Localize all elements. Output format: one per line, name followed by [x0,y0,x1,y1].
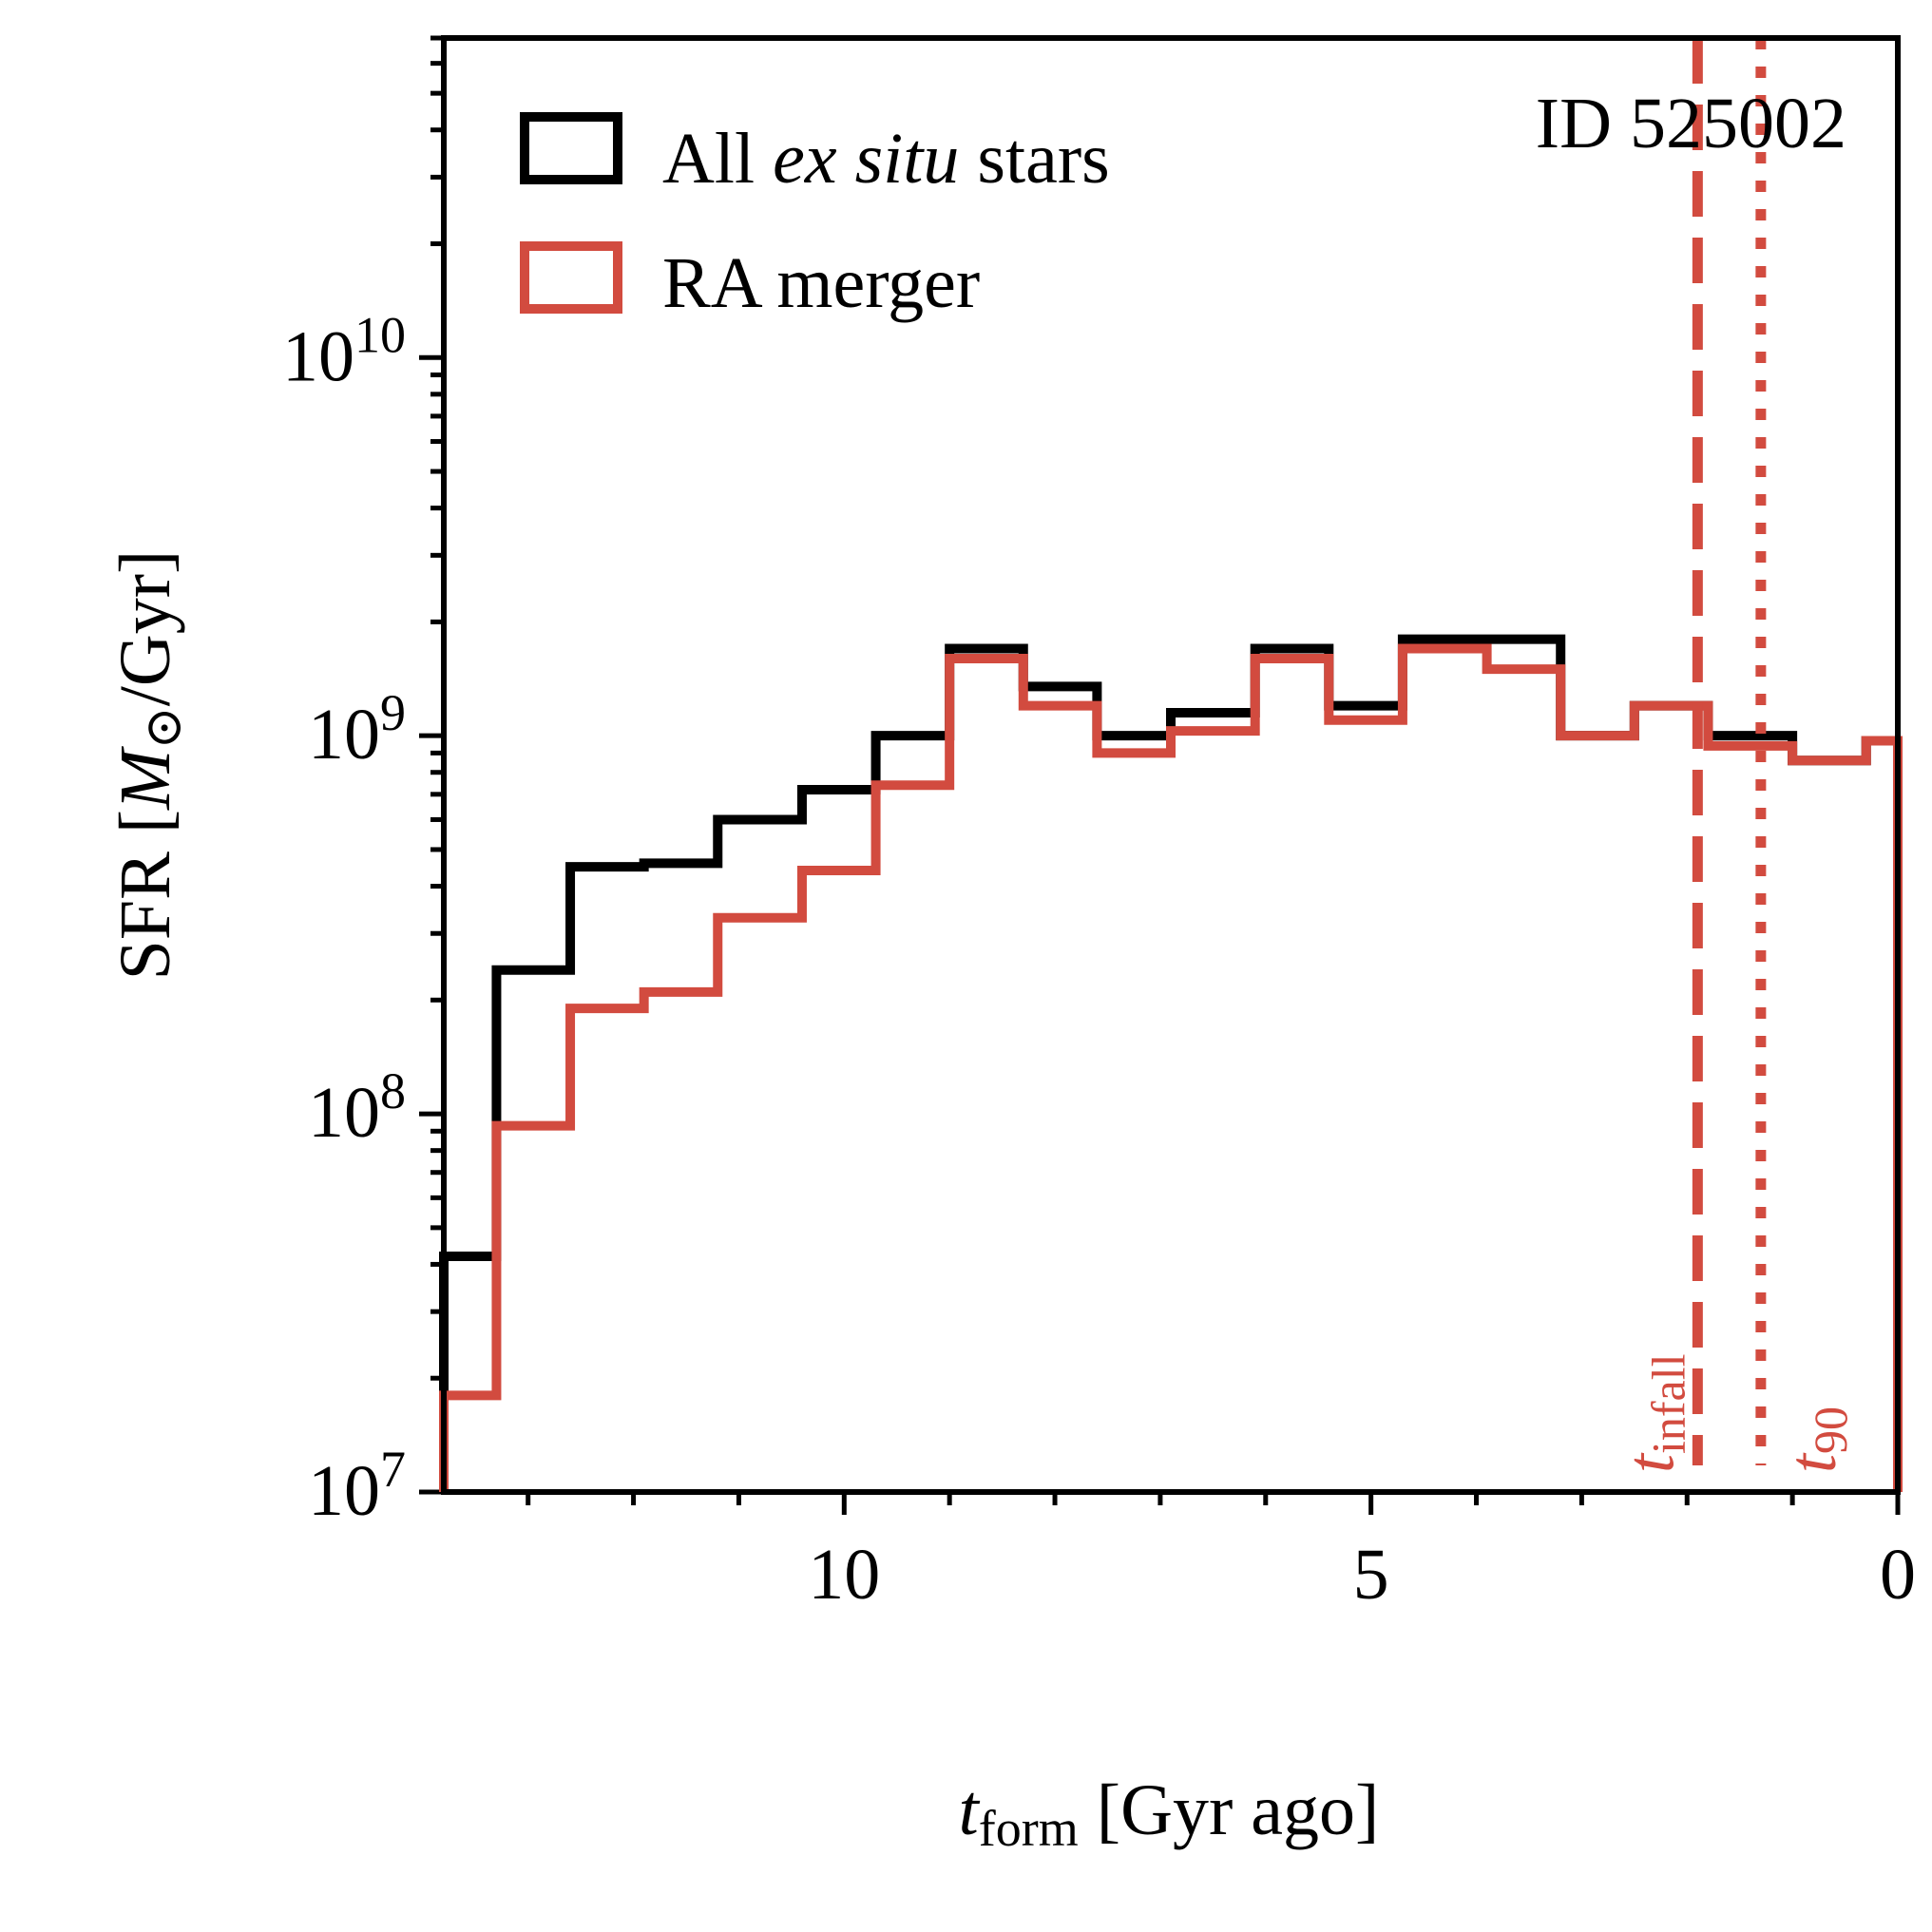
series-line-ra-merger [439,643,1903,1492]
x-tick-label: 10 [808,1535,880,1615]
axes-ticks: 10 5 0 107 108 109 1010 [282,35,1916,1615]
x-axis-label: tform [Gyr ago] [959,1770,1380,1857]
y-tick-label: 108 [308,1062,406,1153]
y-tick-label: 107 [308,1441,406,1531]
annotation-label-t-infall: tinfall [1612,1353,1694,1473]
legend-swatch-ra-merger [520,241,622,314]
legend-label-all-ex-situ: All ex situ stars [662,119,1110,199]
y-tick-label: 1010 [282,306,406,396]
y-axis-label: SFR [M⊙/Gyr] [105,550,192,981]
plot-frame [441,35,1901,1495]
annotation-layer: tinfall t90 [1612,38,1857,1473]
legend-swatch-all-ex-situ [520,112,622,184]
galaxy-id-label: ID 525002 [1536,84,1846,163]
annotation-label-t-90: t90 [1774,1406,1857,1473]
y-tick-label: 109 [308,684,406,775]
legend: All ex situ stars RA merger [520,112,1110,323]
series-layer [439,634,1903,1492]
x-tick-label: 5 [1353,1535,1389,1615]
x-tick-label: 0 [1880,1535,1916,1615]
legend-label-ra-merger: RA merger [662,243,980,323]
